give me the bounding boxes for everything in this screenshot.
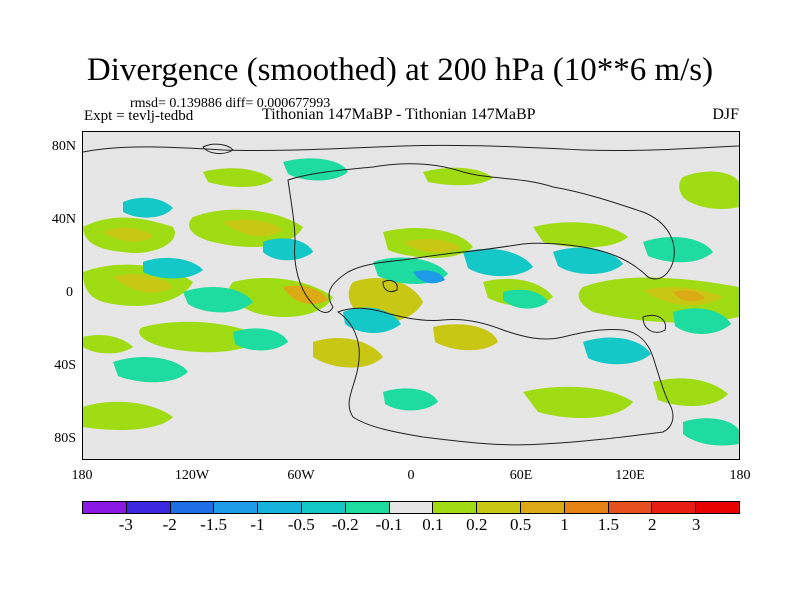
colorbar-label: 0.2 — [466, 515, 488, 534]
contour-region — [113, 357, 188, 383]
coastlines — [83, 143, 739, 446]
colorbar-swatch — [170, 502, 215, 513]
colorbar-swatch — [696, 502, 739, 513]
colorbar-swatch — [126, 502, 171, 513]
colorbar-label: -0.1 — [375, 515, 403, 534]
contour-region — [139, 321, 263, 353]
colorbar-label: 0.5 — [510, 515, 532, 534]
contour-region — [343, 307, 401, 334]
lat-label-40s: 40S — [54, 358, 76, 373]
colorbar-swatch — [477, 502, 521, 513]
rmsd-stats: rmsd= 0.139886 diff= 0.000677993 — [130, 96, 331, 111]
coastline-island — [382, 279, 398, 293]
lon-label-120w: 120W — [174, 468, 210, 483]
lat-label-0: 0 — [66, 285, 73, 300]
colorbar-swatch — [301, 502, 346, 513]
contour-region — [423, 167, 493, 186]
coastline-arctic — [83, 144, 739, 153]
contour-region — [683, 418, 739, 446]
contour-region — [643, 237, 713, 263]
contour-region — [673, 308, 731, 334]
contour-region — [503, 289, 548, 309]
lat-label-80s: 80S — [54, 431, 76, 446]
colorbar-label: -0.5 — [287, 515, 315, 534]
contour-region — [143, 257, 203, 279]
lat-label-40n: 40N — [51, 212, 76, 227]
contour-region — [113, 274, 173, 293]
contour-region — [223, 219, 283, 237]
colorbar-swatch — [433, 502, 478, 513]
contour-region — [203, 168, 273, 187]
colorbar-label: -2 — [162, 515, 177, 534]
lat-label-80n: 80N — [51, 139, 76, 154]
experiment-label: Expt = tevlj-tedbd — [84, 108, 194, 124]
contour-region — [183, 287, 253, 313]
coastline-north-landmass — [287, 163, 675, 313]
contour-region — [433, 324, 498, 351]
colorbar-label: -3 — [118, 515, 133, 534]
colorbar-label: 3 — [691, 515, 701, 534]
divergence-map — [82, 131, 740, 460]
colorbar-swatch — [564, 502, 609, 513]
contour-region — [673, 290, 705, 302]
colorbar-label: 1.5 — [597, 515, 620, 534]
lon-label-120e: 120E — [615, 468, 645, 483]
colorbar-swatch — [608, 502, 653, 513]
contour-region — [123, 197, 173, 218]
coastline-south-landmass — [336, 307, 674, 446]
colorbar — [82, 501, 740, 514]
colorbar-swatch — [389, 502, 434, 513]
plot-title: Divergence (smoothed) at 200 hPa (10**6 … — [86, 52, 714, 88]
colorbar-swatch — [258, 502, 302, 513]
plot-subtitle: Tithonian 147MaBP - Tithonian 147MaBP — [262, 106, 536, 123]
contour-region — [583, 337, 651, 365]
colorbar-label: 0.1 — [422, 515, 444, 534]
contour-region — [263, 238, 313, 261]
coastline-island — [202, 143, 234, 155]
contour-region — [403, 239, 461, 253]
contour-region — [653, 378, 728, 407]
colorbar-label: -0.2 — [331, 515, 359, 534]
contour-region — [463, 248, 533, 277]
contour-region — [283, 158, 348, 181]
lon-label-0: 0 — [407, 468, 415, 483]
contour-region — [313, 337, 383, 368]
colorbar-swatch — [345, 502, 390, 513]
map-canvas — [83, 143, 739, 446]
contour-region — [233, 328, 288, 351]
contour-region — [553, 247, 623, 274]
contour-region — [383, 388, 438, 411]
contour-region — [523, 386, 633, 418]
season-label: DJF — [712, 106, 739, 123]
divergence-contours — [83, 158, 739, 446]
colorbar-swatch — [83, 502, 127, 513]
colorbar-label: -1 — [250, 515, 265, 534]
contour-region — [83, 335, 133, 354]
contour-region — [413, 270, 445, 284]
lon-label-180w: 180 — [71, 468, 93, 483]
colorbar-label: 2 — [648, 515, 657, 534]
lon-label-60w: 60W — [287, 468, 315, 483]
lon-label-180e: 180 — [729, 468, 751, 483]
colorbar-swatch — [214, 502, 259, 513]
contour-region — [533, 222, 628, 248]
colorbar-swatch — [652, 502, 697, 513]
contour-region — [83, 401, 173, 430]
colorbar-label: 1 — [560, 515, 569, 534]
coastline-island — [642, 315, 667, 333]
colorbar-swatch — [520, 502, 565, 513]
lon-label-60e: 60E — [509, 468, 533, 483]
contour-region — [679, 171, 739, 209]
colorbar-label: -1.5 — [200, 515, 228, 534]
contour-region — [103, 227, 153, 242]
